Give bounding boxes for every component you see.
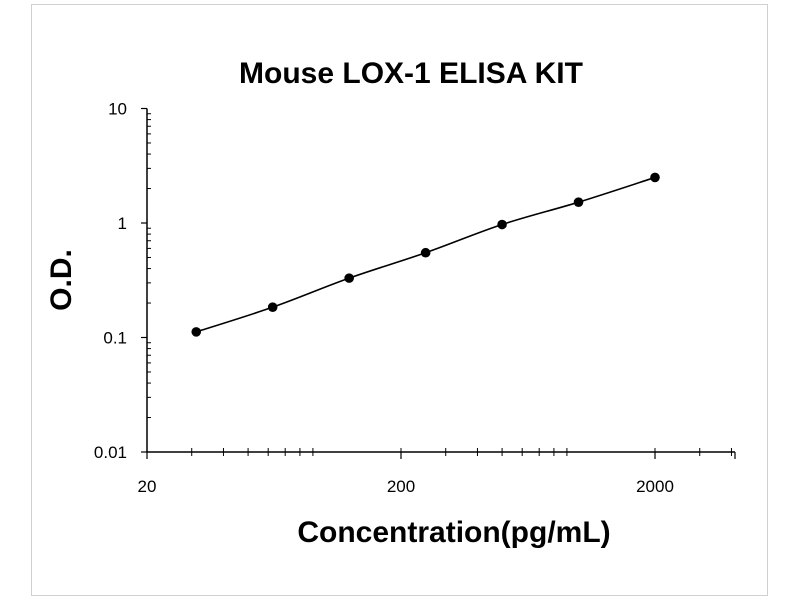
x-tick-label: 20 xyxy=(138,477,157,496)
data-point xyxy=(497,220,507,230)
x-tick-label: 2000 xyxy=(636,477,674,496)
y-axis-title: O.D. xyxy=(45,249,78,311)
data-point xyxy=(344,273,354,283)
axes-group: 0.01 0.1 1 10 20 200 2000 xyxy=(94,100,735,497)
x-tick-label: 200 xyxy=(387,477,415,496)
y-tick-label: 0.01 xyxy=(94,443,127,462)
data-point xyxy=(191,327,201,337)
data-point xyxy=(650,173,660,183)
data-point xyxy=(421,248,431,258)
data-point xyxy=(574,197,584,207)
x-axis-title: Concentration(pg/mL) xyxy=(297,516,610,549)
y-tick-label: 10 xyxy=(108,100,127,119)
y-tick-label: 1 xyxy=(118,214,127,233)
data-point xyxy=(268,302,278,312)
data-points-group xyxy=(191,173,659,337)
y-tick-label: 0.1 xyxy=(103,329,127,348)
chart-title: Mouse LOX-1 ELISA KIT xyxy=(239,57,583,90)
